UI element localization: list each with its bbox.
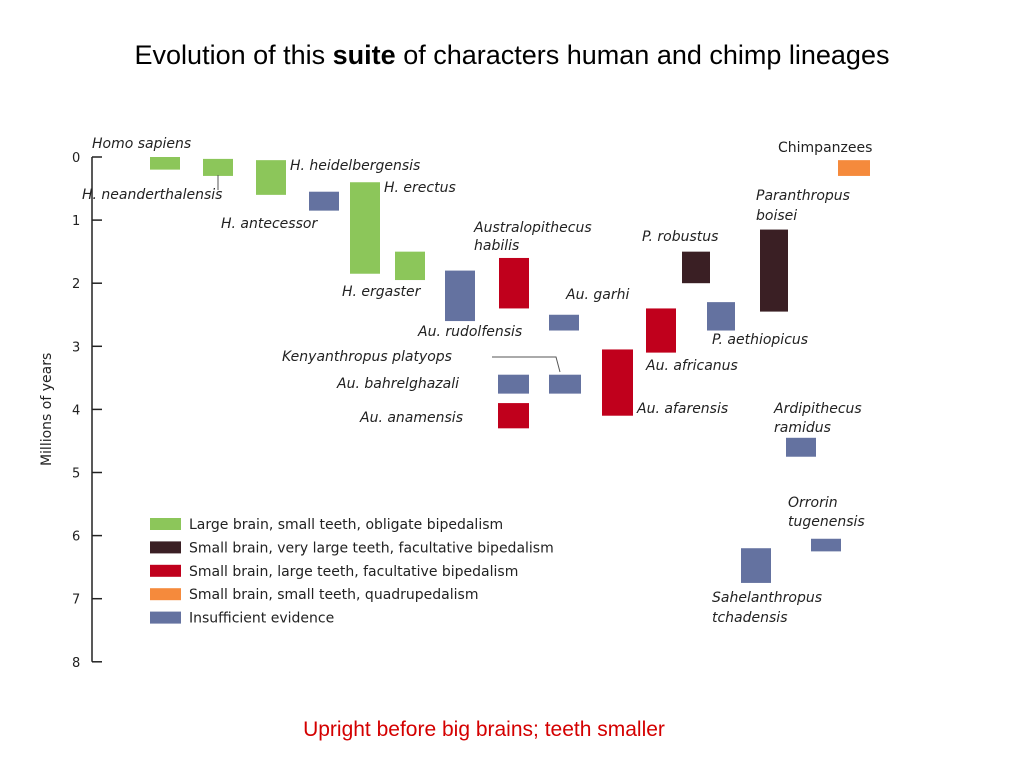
y-tick-label-7: 7	[72, 593, 80, 608]
label-h-heidelbergensis: H. heidelbergensis	[290, 158, 420, 174]
legend-swatch-red	[150, 564, 181, 577]
legend-label-orange: Small brain, small teeth, quadrupedalism	[189, 587, 478, 603]
label-h-erectus: H. erectus	[384, 180, 456, 196]
bar-orrorin-tugenensis	[811, 538, 841, 552]
label-h-ergaster: H. ergaster	[342, 284, 422, 300]
caption: Upright before big brains; teeth smaller	[303, 718, 665, 741]
y-axis: 0 1 2 3 4 5 6 7 8 Millions of years	[39, 151, 102, 671]
label-chimpanzees: Chimpanzees	[778, 140, 872, 156]
label-orrorin-tugenensis: Orrorin tugenensis	[788, 495, 865, 530]
legend-label-blue: Insufficient evidence	[189, 611, 334, 627]
label-au-rudolfensis: Au. rudolfensis	[417, 324, 522, 340]
label-sahelanthropus-tchadensis: Sahelanthropus tchadensis	[712, 590, 822, 626]
bar-h-ergaster	[395, 251, 425, 281]
label-au-bahrelghazali: Au. bahrelghazali	[336, 376, 459, 392]
bar-kenyanthropus-platyops	[549, 374, 581, 394]
bar-p-robustus	[682, 251, 710, 284]
y-tick-label-4: 4	[72, 403, 80, 418]
y-tick-label-6: 6	[72, 530, 80, 545]
label-line: Ardipithecus	[773, 401, 862, 417]
legend-swatch-dark	[150, 541, 181, 554]
title-part1: Evolution of this	[134, 40, 333, 70]
bar-homo-sapiens	[150, 157, 180, 170]
bar-au-bahrelghazali	[498, 374, 529, 394]
bar-p-aethiopicus	[707, 302, 735, 331]
title-part2: of characters human and chimp lineages	[395, 40, 890, 70]
y-tick-label-2: 2	[72, 277, 80, 292]
label-au-anamensis: Au. anamensis	[359, 410, 463, 426]
label-p-robustus: P. robustus	[642, 229, 718, 245]
bar-h-erectus	[350, 182, 380, 274]
species-bars	[150, 157, 870, 583]
title-bold: suite	[332, 40, 396, 70]
y-tick-label-5: 5	[72, 467, 80, 482]
bar-paranthropus-boisei	[760, 229, 788, 312]
label-au-afarensis: Au. afarensis	[636, 401, 728, 417]
bar-au-garhi	[549, 314, 579, 331]
label-line: ramidus	[774, 420, 831, 436]
y-tick-label-3: 3	[72, 340, 80, 355]
label-h-antecessor: H. antecessor	[221, 216, 318, 232]
label-line: Orrorin	[788, 495, 838, 511]
legend-swatch-blue	[150, 611, 181, 624]
legend-label-dark: Small brain, very large teeth, facultati…	[189, 540, 554, 556]
y-tick-label-0: 0	[72, 151, 80, 166]
bar-h-heidelbergensis	[256, 160, 286, 195]
label-line: Paranthropus	[756, 188, 850, 204]
leader-kenyanthropus	[492, 356, 561, 373]
label-australopithecus-habilis: Australopithecus habilis	[473, 220, 592, 254]
bar-chimpanzees	[838, 160, 870, 176]
y-tick-label-8: 8	[72, 656, 80, 671]
y-tick-label-1: 1	[72, 214, 80, 229]
label-homo-sapiens: Homo sapiens	[92, 136, 191, 152]
y-axis-title: Millions of years	[39, 353, 55, 466]
bar-au-africanus	[646, 308, 676, 353]
legend-swatch-orange	[150, 588, 181, 601]
slide-title: Evolution of this suite of characters hu…	[0, 40, 1024, 71]
bar-sahelanthropus-tchadensis	[741, 548, 771, 583]
legend-label-green: Large brain, small teeth, obligate biped…	[189, 517, 503, 533]
label-line: tugenensis	[788, 514, 865, 530]
label-h-neanderthalensis: H. neanderthalensis	[82, 187, 222, 203]
bar-h-antecessor	[309, 191, 339, 211]
bar-australopithecus-habilis	[499, 257, 529, 309]
bar-au-anamensis	[498, 403, 529, 429]
bar-h-neanderthalensis	[203, 158, 233, 176]
legend: Large brain, small teeth, obligate biped…	[150, 517, 554, 627]
bar-au-afarensis	[602, 349, 633, 416]
bar-au-rudolfensis	[445, 270, 475, 322]
label-au-garhi: Au. garhi	[565, 287, 629, 303]
label-line: tchadensis	[712, 610, 788, 626]
label-p-aethiopicus: P. aethiopicus	[712, 332, 808, 348]
label-au-africanus: Au. africanus	[645, 358, 738, 374]
legend-label-red: Small brain, large teeth, facultative bi…	[189, 564, 518, 580]
legend-swatch-green	[150, 518, 181, 530]
label-line: Sahelanthropus	[712, 590, 822, 606]
label-kenyanthropus-platyops: Kenyanthropus platyops	[282, 349, 452, 365]
bar-ardipithecus-ramidus	[786, 437, 816, 457]
label-line: boisei	[756, 208, 797, 224]
species-labels: Homo sapiens H. neanderthalensis H. heidel…	[82, 136, 872, 626]
label-line: habilis	[474, 238, 519, 254]
label-paranthropus-boisei: Paranthropus boisei	[756, 188, 850, 224]
label-ardipithecus-ramidus: Ardipithecus ramidus	[773, 401, 862, 436]
label-line: Australopithecus	[473, 220, 592, 236]
